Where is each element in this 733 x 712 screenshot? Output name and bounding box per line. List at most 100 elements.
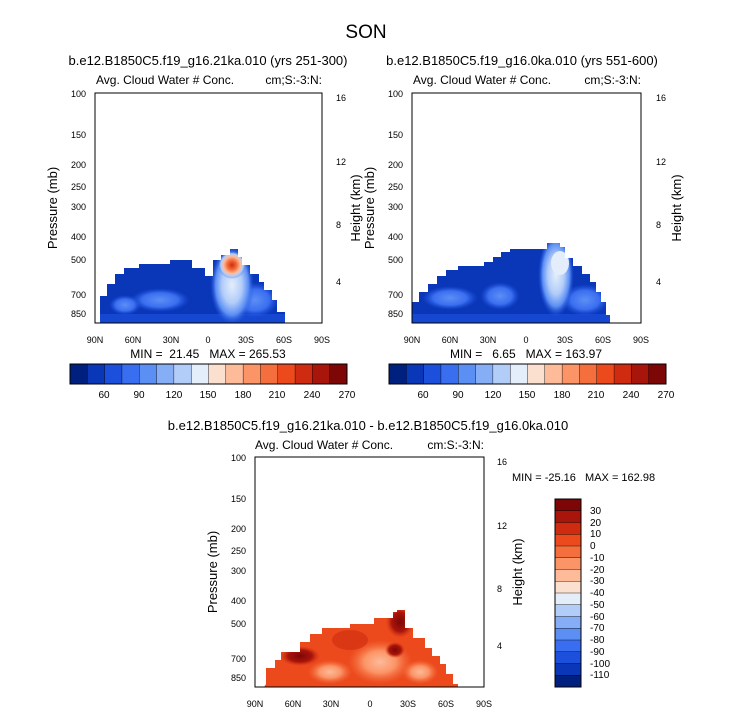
panel-3-ylabel-right: Height (km) [510, 538, 525, 605]
panel-3-cb-label: 0 [590, 541, 596, 552]
panel-3-ytick: 200 [231, 524, 246, 534]
panel-3-dark-blob-c [385, 642, 405, 658]
panel-1-colorbar-frame [69, 363, 348, 385]
panel-2-xtick: 90S [633, 335, 649, 345]
panel-1-yticks-right: 16 12 8 4 [336, 93, 346, 287]
panel-3-title: b.e12.B1850C5.f19_g16.21ka.010 - b.e12.B… [168, 418, 568, 433]
panel-3-xtick: 90S [476, 699, 492, 709]
panel-2-ytick: 700 [388, 290, 403, 300]
panel-2-colorbar-swatch [458, 363, 477, 385]
panel-1-colorbar-swatch [208, 363, 227, 385]
panel-2-xtick: 60N [442, 335, 459, 345]
panel-3-colorbar-swatch [554, 592, 582, 606]
panel-1-colorbar-labels: 60 90 120 150 180 210 240 270 [98, 390, 355, 401]
panel-2-subtitle-right: cm;S:-3:N: [584, 73, 641, 87]
panel-2-ytick: 200 [388, 160, 403, 170]
panel-1-ytick: 200 [71, 160, 86, 170]
panel-1-hotspot [218, 251, 246, 279]
panel-3-subtitle-right: cm:S:-3:N: [427, 438, 484, 452]
panel-3-ytick-right: 16 [497, 457, 507, 467]
panel-2-cb-label: 150 [519, 390, 536, 401]
panel-1-colorbar-swatch [87, 363, 106, 385]
panel-3-stats: MIN = -25.16 MAX = 162.98 [512, 472, 655, 484]
panel-2-blob-d [538, 243, 574, 317]
panel-2-colorbar-swatch [475, 363, 494, 385]
panel-1-colorbar-swatch [260, 363, 279, 385]
panel-3-xtick: 30N [323, 699, 340, 709]
panel-3-colorbar-swatch [554, 663, 582, 676]
panel-1-cb-label: 180 [235, 390, 252, 401]
panel-2-cb-label: 210 [588, 390, 605, 401]
panel-3-cb-label: -110 [590, 670, 610, 681]
panel-1-blob-a [130, 288, 190, 312]
panel-2-cb-label: 90 [452, 390, 464, 401]
panel-2-colorbar-swatch [596, 363, 615, 385]
panel-2-cb-label: 180 [554, 390, 571, 401]
panel-3-colorbar-frame [554, 498, 582, 688]
panel-2-colorbar-swatch [440, 363, 459, 385]
panel-3-cb-label: -50 [590, 600, 605, 611]
panel-3-yticks-right: 16 12 8 4 [497, 457, 507, 651]
panel-3-subtitle-left: Avg. Cloud Water # Conc. [255, 438, 393, 452]
panel-3-colorbar-swatch [554, 628, 582, 641]
panel-1-xtick: 30S [238, 335, 254, 345]
panel-1-colorbar-swatch [294, 363, 313, 385]
panel-3-cb-label: -30 [590, 576, 605, 587]
panel-2-colorbar-swatch [613, 363, 632, 385]
panel-2-blob-c [561, 284, 609, 316]
panel-3-cb-label: -80 [590, 635, 605, 646]
panel-1-colorbar-swatch [225, 363, 244, 385]
panel-3-colorbar-swatch [554, 545, 582, 559]
panel-3-xtick: 30S [400, 699, 416, 709]
panel-2: b.e12.B1850C5.f19_g16.0ka.010 (yrs 551-6… [362, 53, 684, 401]
panel-2-ytick: 250 [388, 182, 403, 192]
panel-3-ytick: 500 [231, 619, 246, 629]
panel-3: b.e12.B1850C5.f19_g16.21ka.010 - b.e12.B… [168, 418, 655, 709]
panel-2-ytick-right: 4 [656, 277, 661, 287]
panel-3-cb-label: 20 [590, 518, 602, 529]
panel-2-colorbar-swatch [527, 363, 546, 385]
panel-1-field [100, 249, 285, 323]
panel-2-ytick: 100 [388, 89, 403, 99]
panel-3-mid-blob [332, 630, 368, 650]
panel-1-ytick: 500 [71, 255, 86, 265]
panel-2-xtick: 60S [595, 335, 611, 345]
panel-2-xtick: 30N [480, 335, 497, 345]
panel-3-ytick: 300 [231, 566, 246, 576]
panel-1-ytick: 300 [71, 202, 86, 212]
panel-2-colorbar-swatch [423, 363, 442, 385]
panel-1-ytick: 400 [71, 232, 86, 242]
panel-1-colorbar-swatch [104, 363, 123, 385]
panel-1-xtick: 60N [125, 335, 142, 345]
panel-1-cb-label: 120 [166, 390, 183, 401]
panel-3-xtick: 0 [367, 699, 372, 709]
panel-2-colorbar-swatch [544, 363, 563, 385]
panel-1-ytick: 250 [71, 182, 86, 192]
panel-1-colorbar-swatch [329, 363, 348, 385]
panel-3-colorbar-swatch [554, 675, 582, 688]
panel-1-colorbar-swatch [121, 363, 140, 385]
panel-2-field [412, 243, 610, 323]
panel-2-cb-label: 120 [485, 390, 502, 401]
panel-1-stats: MIN = 21.45 MAX = 265.53 [130, 347, 286, 361]
panel-2-colorbar-swatch [406, 363, 425, 385]
panel-3-colorbar-labels: 30 20 10 0 -10 -20 -30 -40 -50 -60 -70 -… [590, 506, 610, 681]
figure-title: SON [345, 22, 386, 43]
panel-2-yticks: 100 150 200 250 300 400 500 700 850 [388, 89, 403, 319]
panel-1-colorbar-swatch [156, 363, 175, 385]
panel-3-ytick-right: 12 [497, 521, 507, 531]
panel-3-colorbar-swatch [554, 604, 582, 618]
panel-3-cb-label: 10 [590, 529, 602, 540]
panel-2-cb-label: 270 [658, 390, 675, 401]
panel-1-xtick: 0 [205, 335, 210, 345]
panel-2-colorbar-swatch [579, 363, 598, 385]
panel-3-ytick: 700 [231, 654, 246, 664]
panel-1-ytick: 150 [71, 130, 86, 140]
panel-3-colorbar [554, 498, 582, 688]
panel-1-xticks: 90N 60N 30N 0 30S 60S 90S [87, 335, 330, 345]
panel-3-cb-label: -10 [590, 553, 605, 564]
panel-2-xticks: 90N 60N 30N 0 30S 60S 90S [404, 335, 649, 345]
panel-2-colorbar-swatch [648, 363, 667, 385]
panel-1-xtick: 90N [87, 335, 104, 345]
panel-3-ytick-right: 4 [497, 641, 502, 651]
